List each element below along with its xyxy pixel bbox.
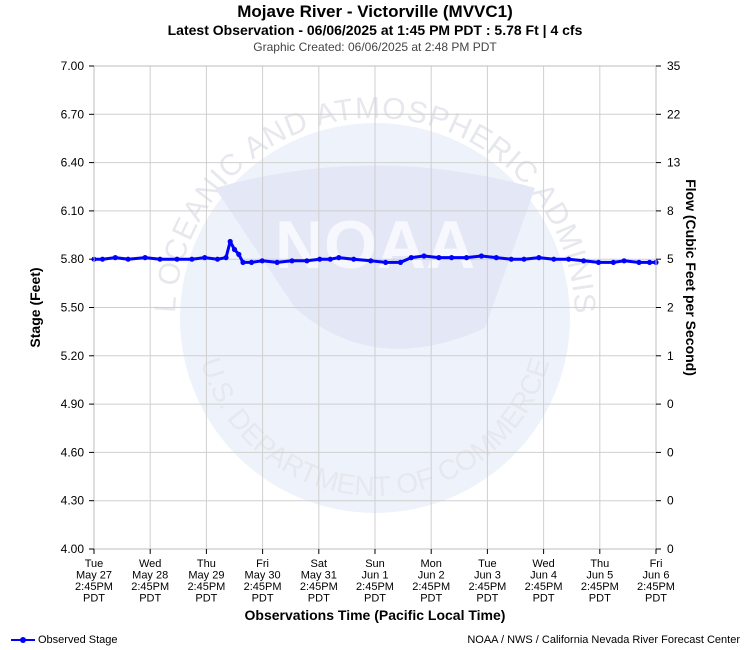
y-tick-label: 6.40 <box>61 156 85 170</box>
data-point <box>327 256 333 262</box>
y2-axis-label: Flow (Cubic Feet per Second) <box>683 179 699 376</box>
series-line <box>94 240 656 264</box>
y2-tick-label: 0 <box>667 494 674 508</box>
x-tick-label: Thu Jun 5 2:45PM PDT <box>581 558 619 605</box>
y-tick-label: 4.90 <box>61 397 85 411</box>
data-point <box>478 253 484 259</box>
data-point <box>621 258 627 264</box>
data-point <box>231 246 238 253</box>
data-point <box>259 258 265 264</box>
data-point <box>595 259 602 265</box>
x-tick-label: Tue May 27 2:45PM PDT <box>75 558 113 605</box>
data-point <box>551 256 557 262</box>
data-point <box>436 255 442 261</box>
y-tick-label: 4.30 <box>61 494 85 508</box>
data-point <box>142 255 148 261</box>
data-point <box>351 256 357 262</box>
y-axis-label: Stage (Feet) <box>27 267 43 347</box>
x-tick-label: Tue Jun 3 2:45PM PDT <box>468 558 506 605</box>
data-point <box>397 259 404 265</box>
data-point <box>304 258 310 264</box>
y2-tick-label: 0 <box>667 445 674 459</box>
chart-grid <box>93 65 657 550</box>
data-point <box>408 255 414 261</box>
data-point <box>202 255 208 261</box>
chart-axes: 7.00 35 6.70 22 6.40 13 6.10 8 5.80 5 5.50 2 5.20 1 4.… <box>27 59 699 623</box>
data-point <box>636 259 642 265</box>
chart-legend: Observed Stage <box>10 634 118 646</box>
data-point <box>336 255 342 261</box>
x-tick-label: Sat May 31 2:45PM PDT <box>300 558 338 605</box>
y-tick-label: 4.60 <box>61 445 85 459</box>
x-tick-label: Wed May 28 2:45PM PDT <box>131 558 169 605</box>
data-point <box>317 256 323 262</box>
y2-tick-label: 1 <box>667 349 674 363</box>
data-point <box>383 259 389 265</box>
x-tick-label: Wed Jun 4 2:45PM PDT <box>525 558 563 605</box>
x-axis-label: Observations Time (Pacific Local Time) <box>245 607 506 623</box>
y-tick-label: 6.10 <box>61 204 85 218</box>
data-point <box>421 253 427 259</box>
y2-tick-label: 0 <box>667 542 674 556</box>
y2-tick-label: 22 <box>667 107 681 121</box>
data-point <box>521 256 527 262</box>
y-tick-label: 5.80 <box>61 252 85 266</box>
graphic-created: Graphic Created: 06/06/2025 at 2:48 PM P… <box>253 40 497 54</box>
x-tick-label: Mon Jun 2 2:45PM PDT <box>412 558 450 605</box>
data-point <box>236 251 242 257</box>
data-point <box>581 258 587 264</box>
data-point <box>125 256 131 262</box>
x-tick-label: Thu May 29 2:45PM PDT <box>187 558 225 605</box>
y-tick-label: 5.20 <box>61 349 85 363</box>
data-point <box>449 255 455 261</box>
data-point <box>99 256 106 262</box>
y-tick-label: 4.00 <box>61 542 85 556</box>
data-point <box>508 256 514 262</box>
legend-line-icon <box>11 637 35 643</box>
y2-tick-label: 13 <box>667 156 681 170</box>
data-point <box>566 256 572 262</box>
data-point <box>157 256 163 262</box>
legend-label: Observed Stage <box>38 634 118 646</box>
data-point <box>214 256 221 262</box>
y2-tick-label: 35 <box>667 59 681 73</box>
data-point <box>647 259 653 265</box>
x-tick-label: Sun Jun 1 2:45PM PDT <box>356 558 394 605</box>
data-point <box>189 256 195 262</box>
data-point <box>223 255 229 261</box>
data-point <box>493 255 499 261</box>
data-point <box>174 256 180 262</box>
credit-line: NOAA / NWS / California Nevada River For… <box>467 634 740 646</box>
series-observed-stage <box>91 238 659 265</box>
data-point <box>463 255 470 261</box>
y-tick-label: 6.70 <box>61 107 85 121</box>
data-point <box>240 259 246 265</box>
y2-tick-label: 0 <box>667 397 674 411</box>
y-tick-label: 7.00 <box>61 59 85 73</box>
x-tick-label: Fri Jun 6 2:45PM PDT <box>637 558 675 605</box>
chart-title: Mojave River - Victorville (MVVC1) <box>237 2 513 21</box>
data-point <box>112 255 118 261</box>
data-point <box>368 258 374 264</box>
data-point <box>610 259 617 265</box>
latest-observation: Latest Observation - 06/06/2025 at 1:45 … <box>167 22 583 38</box>
y-tick-label: 5.50 <box>61 301 85 315</box>
data-point <box>536 255 542 261</box>
data-point <box>227 238 233 245</box>
noaa-watermark: NOAANATIONAL OCEANIC AND ATMOSPHERIC ADM… <box>0 0 600 513</box>
y2-tick-label: 8 <box>667 204 674 218</box>
data-point <box>248 259 255 265</box>
data-point <box>289 258 295 264</box>
data-point <box>274 259 280 265</box>
y2-tick-label: 2 <box>667 301 674 315</box>
x-tick-label: Fri May 30 2:45PM PDT <box>244 558 282 605</box>
y2-tick-label: 5 <box>667 252 674 266</box>
